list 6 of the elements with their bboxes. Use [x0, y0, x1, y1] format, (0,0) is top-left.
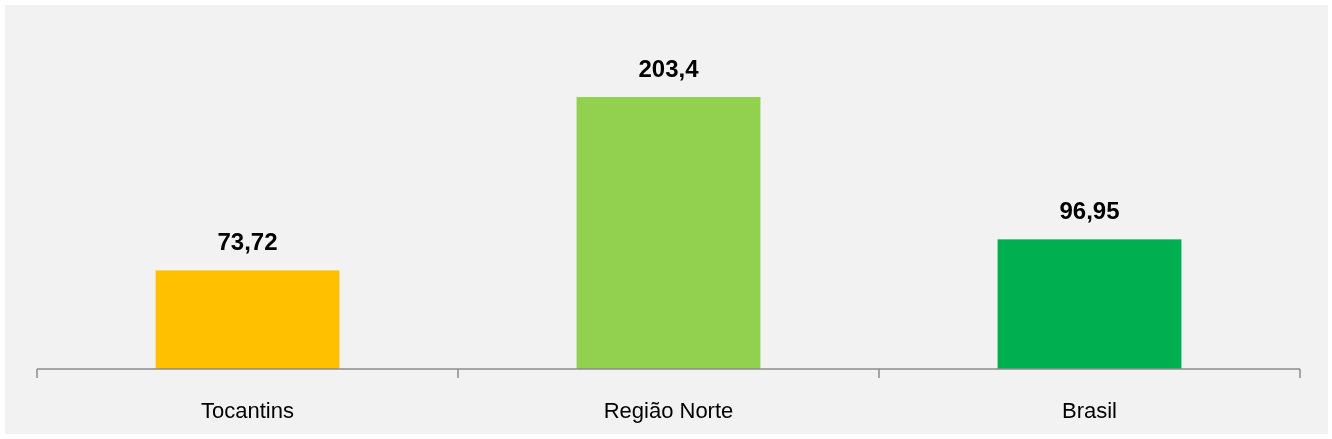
x-tick-label: Brasil	[1061, 398, 1118, 423]
data-label: 203,4	[638, 55, 700, 82]
x-tick-label: Região Norte	[603, 398, 734, 423]
data-label: 96,95	[1059, 197, 1120, 225]
data-label: 73,72	[217, 228, 278, 256]
x-tick-label: Tocantins	[201, 398, 294, 423]
